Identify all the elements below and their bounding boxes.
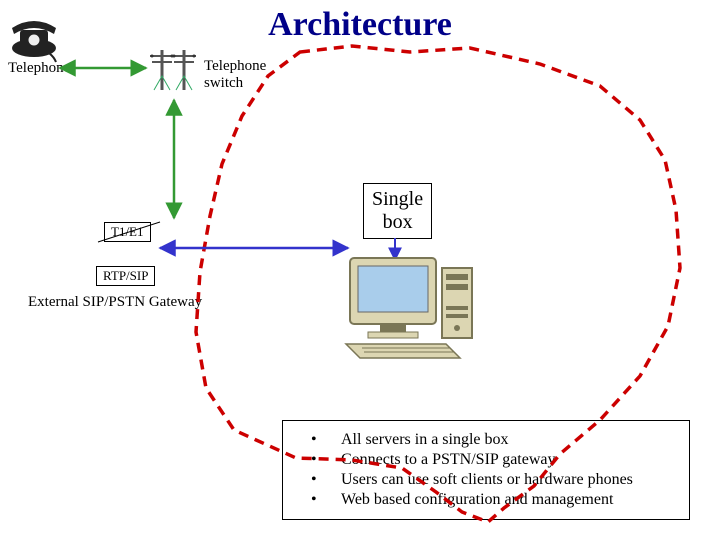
bullet-text: All servers in a single box xyxy=(341,431,509,449)
telephone-switch-icon xyxy=(150,50,196,90)
single-box-label: Single box xyxy=(363,183,432,239)
gateway-label: External SIP/PSTN Gateway xyxy=(28,294,202,311)
bullet-row: •All servers in a single box xyxy=(311,431,675,449)
page-title: Architecture xyxy=(0,6,720,44)
bullet-text: Users can use soft clients or hardware p… xyxy=(341,471,633,489)
rtpsip-box: RTP/SIP xyxy=(96,266,155,286)
bullets-box: •All servers in a single box •Connects t… xyxy=(282,420,690,520)
telephone-switch-label: Telephone switch xyxy=(204,58,266,91)
computer-icon xyxy=(346,258,472,358)
bullet-text: Web based configuration and management xyxy=(341,491,613,509)
bullet-text: Connects to a PSTN/SIP gateway xyxy=(341,451,556,469)
bullet-row: •Web based configuration and management xyxy=(311,491,675,509)
t1e1-box: T1/E1 xyxy=(104,222,151,242)
telephone-label: Telephone xyxy=(8,60,70,77)
bullet-row: •Connects to a PSTN/SIP gateway xyxy=(311,451,675,469)
bullet-row: •Users can use soft clients or hardware … xyxy=(311,471,675,489)
